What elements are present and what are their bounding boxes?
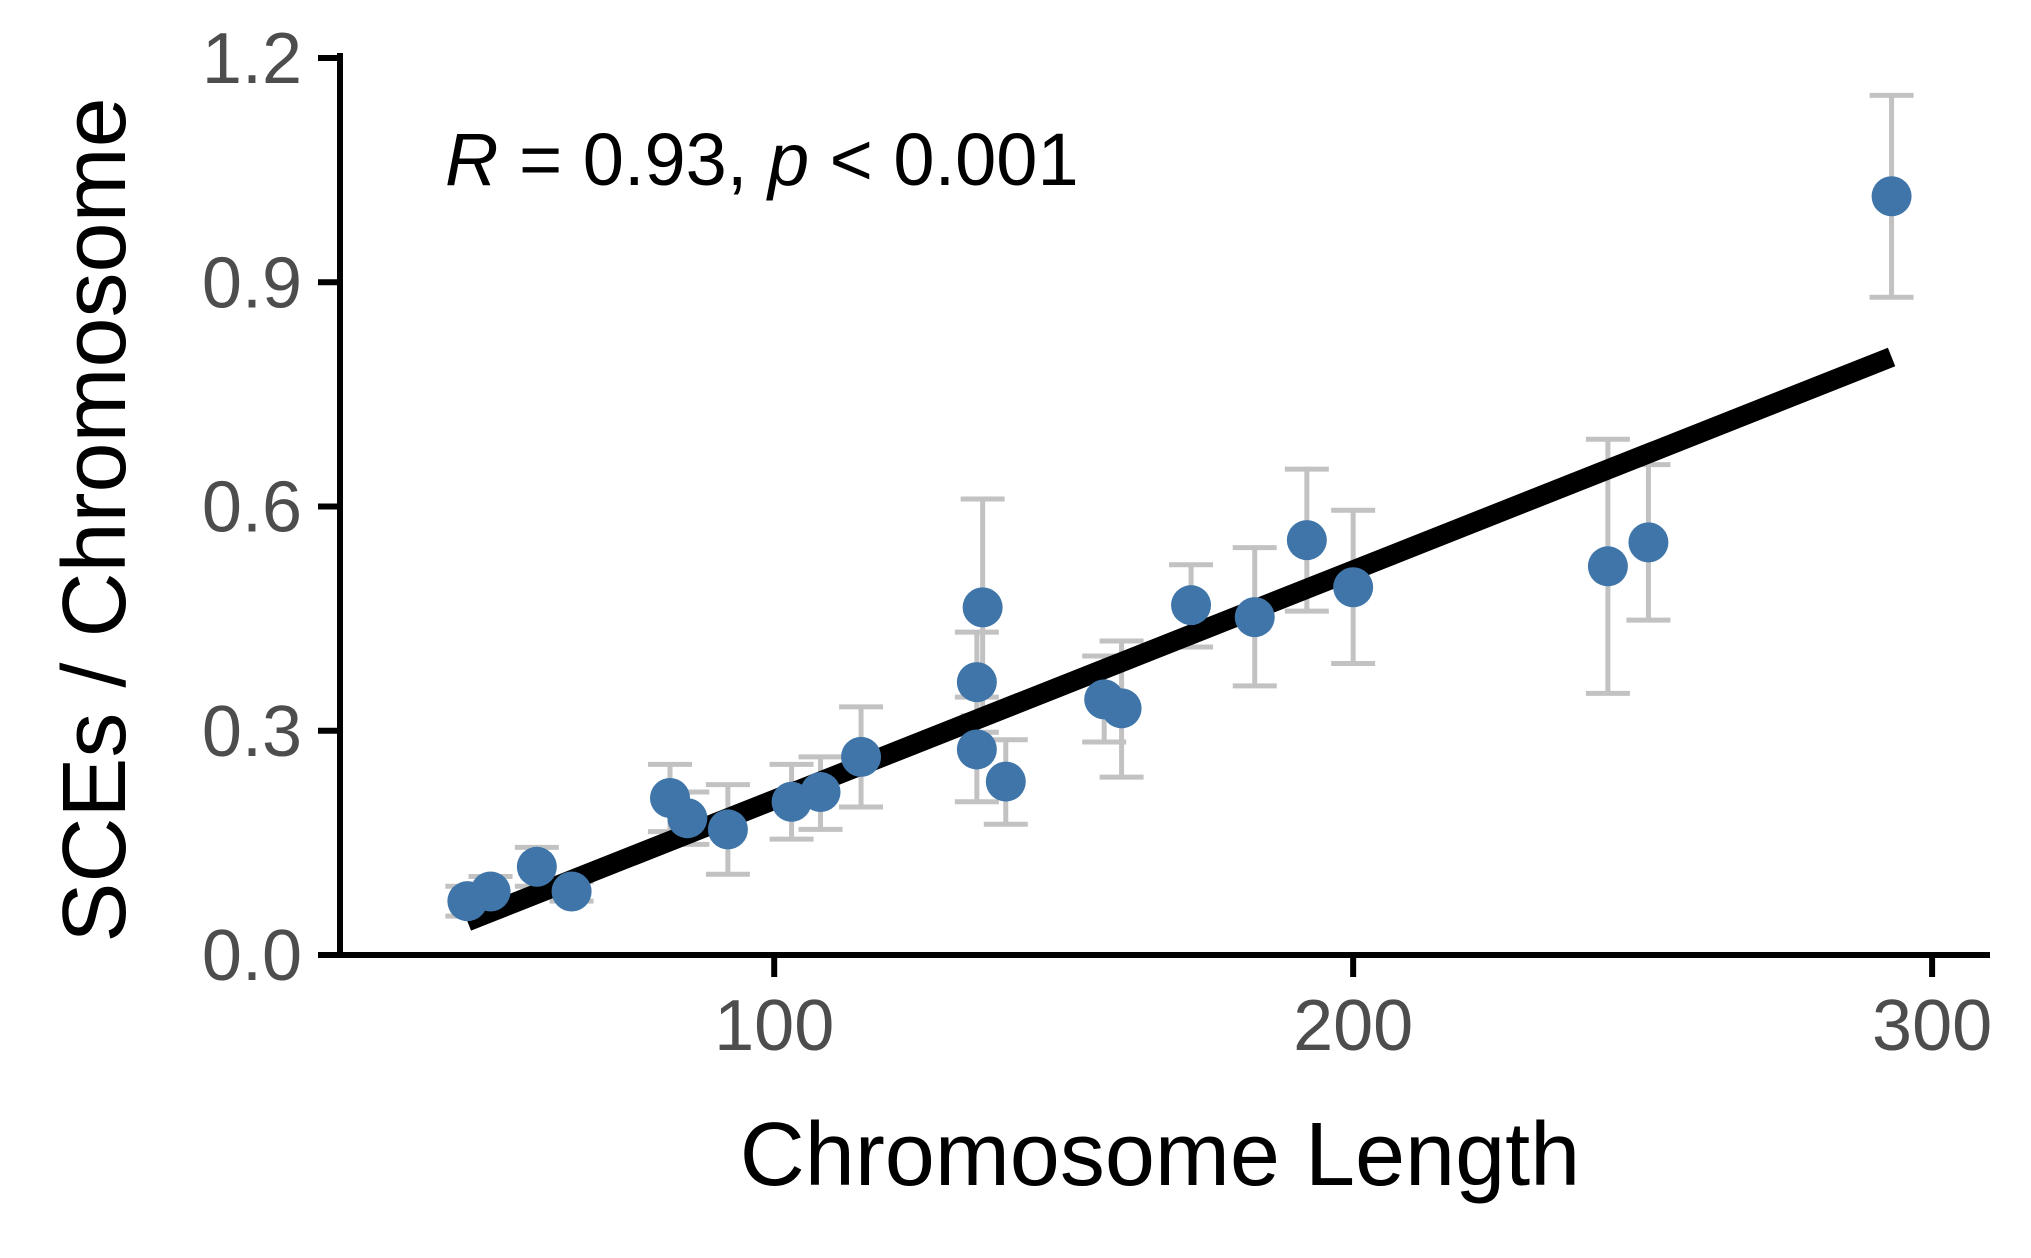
data-point-3	[551, 871, 592, 912]
x-tick-label-2: 300	[1872, 986, 1992, 1066]
data-point-1	[470, 871, 511, 912]
y-tick-label-4: 1.2	[202, 19, 302, 99]
data-point-17	[1234, 597, 1275, 638]
data-point-2	[516, 846, 557, 887]
y-axis-title: SCEs / Chromosome	[45, 97, 145, 942]
data-point-9	[841, 736, 882, 777]
data-point-16	[1171, 585, 1212, 626]
correlation-annotation: R = 0.93, p < 0.001	[445, 118, 1079, 201]
y-tick-label-0: 0.0	[202, 916, 302, 996]
y-tick-label-2: 0.6	[202, 468, 302, 548]
x-tick-label-0: 100	[714, 986, 834, 1066]
data-point-10	[956, 662, 997, 703]
x-tick-label-1: 200	[1293, 986, 1413, 1066]
r-value-text: = 0.93,	[498, 118, 767, 201]
data-point-20	[1587, 546, 1628, 587]
y-tick-label-3: 0.9	[202, 243, 302, 323]
ticks: 0.0 0.3 0.6 0.9 1.2 100 200 300	[202, 19, 1992, 1066]
data-point-19	[1333, 567, 1374, 608]
data-point-22	[1871, 176, 1912, 217]
y-tick-label-1: 0.3	[202, 692, 302, 772]
data-point-11	[956, 729, 997, 770]
data-point-6	[707, 809, 748, 850]
data-point-18	[1286, 520, 1327, 561]
x-axis-title: Chromosome Length	[740, 1105, 1580, 1205]
data-point-5	[667, 798, 708, 839]
data-point-8	[800, 772, 841, 813]
p-symbol: p	[766, 118, 809, 201]
p-value-text: < 0.001	[809, 118, 1079, 201]
data-point-12	[962, 587, 1003, 628]
data-point-15	[1101, 688, 1142, 729]
r-symbol: R	[445, 118, 498, 201]
data-point-13	[985, 761, 1026, 802]
data-points	[447, 176, 1912, 922]
data-point-21	[1628, 522, 1669, 563]
